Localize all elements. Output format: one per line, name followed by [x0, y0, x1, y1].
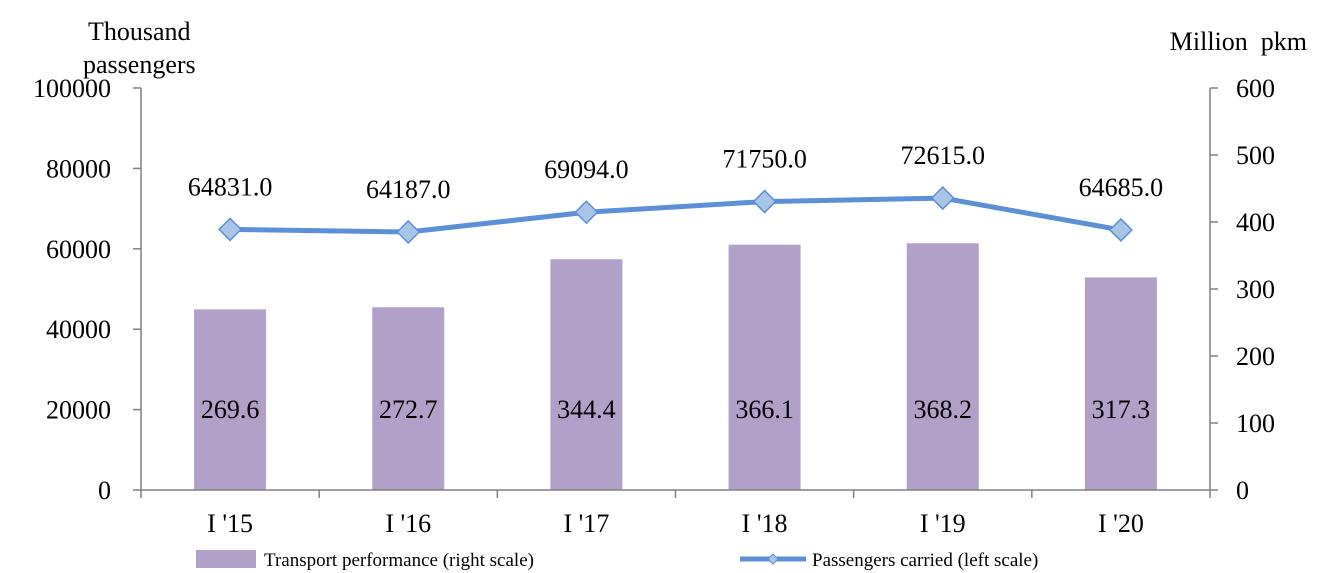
bars-layer — [194, 243, 1157, 490]
legend-swatch-transport-performance — [196, 550, 256, 568]
line-point-4 — [930, 186, 955, 211]
bar-data-label-1: 272.7 — [379, 395, 438, 424]
line-data-label-5: 64685.0 — [1079, 173, 1164, 202]
right-tick-label-1: 100 — [1236, 409, 1275, 438]
bar-3 — [728, 244, 801, 490]
bar-data-label-4: 368.2 — [914, 395, 973, 424]
left-axis-title-line1: Thousand — [88, 17, 191, 46]
line-data-label-2: 69094.0 — [544, 155, 629, 184]
category-label-2: I '17 — [563, 509, 609, 538]
right-tick-label-6: 600 — [1236, 74, 1275, 103]
line-data-label-0: 64831.0 — [188, 172, 273, 201]
legend-label-transport-performance: Transport performance (right scale) — [264, 550, 534, 571]
left-tick-label-0: 0 — [98, 476, 111, 505]
category-label-4: I '19 — [920, 509, 966, 538]
right-axis-title: Million pkm — [1170, 27, 1307, 56]
category-label-3: I '18 — [742, 509, 788, 538]
line-layer — [218, 186, 1133, 245]
right-tick-label-4: 400 — [1236, 208, 1275, 237]
right-tick-label-3: 300 — [1236, 275, 1275, 304]
left-axis-title-line2: passengers — [83, 50, 196, 79]
right-tick-label-0: 0 — [1236, 476, 1249, 505]
line-point-0 — [218, 217, 243, 242]
category-label-1: I '16 — [385, 509, 431, 538]
left-tick-label-3: 60000 — [46, 235, 111, 264]
category-label-5: I '20 — [1098, 509, 1144, 538]
bar-4 — [906, 243, 979, 490]
bar-2 — [550, 259, 623, 490]
bar-data-label-5: 317.3 — [1092, 395, 1151, 424]
left-tick-label-2: 40000 — [46, 315, 111, 344]
left-tick-label-1: 20000 — [46, 396, 111, 425]
left-tick-label-5: 100000 — [33, 74, 111, 103]
line-point-2 — [574, 200, 599, 225]
line-data-label-4: 72615.0 — [901, 141, 986, 170]
line-data-label-1: 64187.0 — [366, 175, 451, 204]
line-point-5 — [1108, 217, 1133, 243]
right-tick-label-5: 500 — [1236, 141, 1275, 170]
line-point-1 — [396, 219, 421, 245]
bar-data-label-3: 366.1 — [735, 395, 794, 424]
bar-data-label-0: 269.6 — [201, 395, 260, 424]
legend-label-passengers-carried: Passengers carried (left scale) — [812, 550, 1038, 571]
bar-0 — [194, 309, 267, 490]
labels-layer: 64831.0 64187.0 69094.0 71750.0 72615.0 64685… — [188, 141, 1163, 424]
bar-data-label-2: 344.4 — [557, 395, 616, 424]
bar-5 — [1084, 277, 1157, 490]
line-point-3 — [752, 189, 777, 214]
passengers-line — [230, 195, 1122, 235]
left-tick-label-4: 80000 — [46, 154, 111, 183]
right-tick-label-2: 200 — [1236, 342, 1275, 371]
legend-marker-passengers-carried — [767, 553, 779, 565]
legend: Transport performance (right scale) Pass… — [196, 550, 1038, 571]
bar-1 — [372, 307, 445, 490]
line-data-label-3: 71750.0 — [722, 145, 807, 174]
axes-layer: 0 20000 40000 60000 80000 100000 0 100 200 300 400… — [33, 74, 1275, 538]
category-label-0: I '15 — [207, 509, 253, 538]
